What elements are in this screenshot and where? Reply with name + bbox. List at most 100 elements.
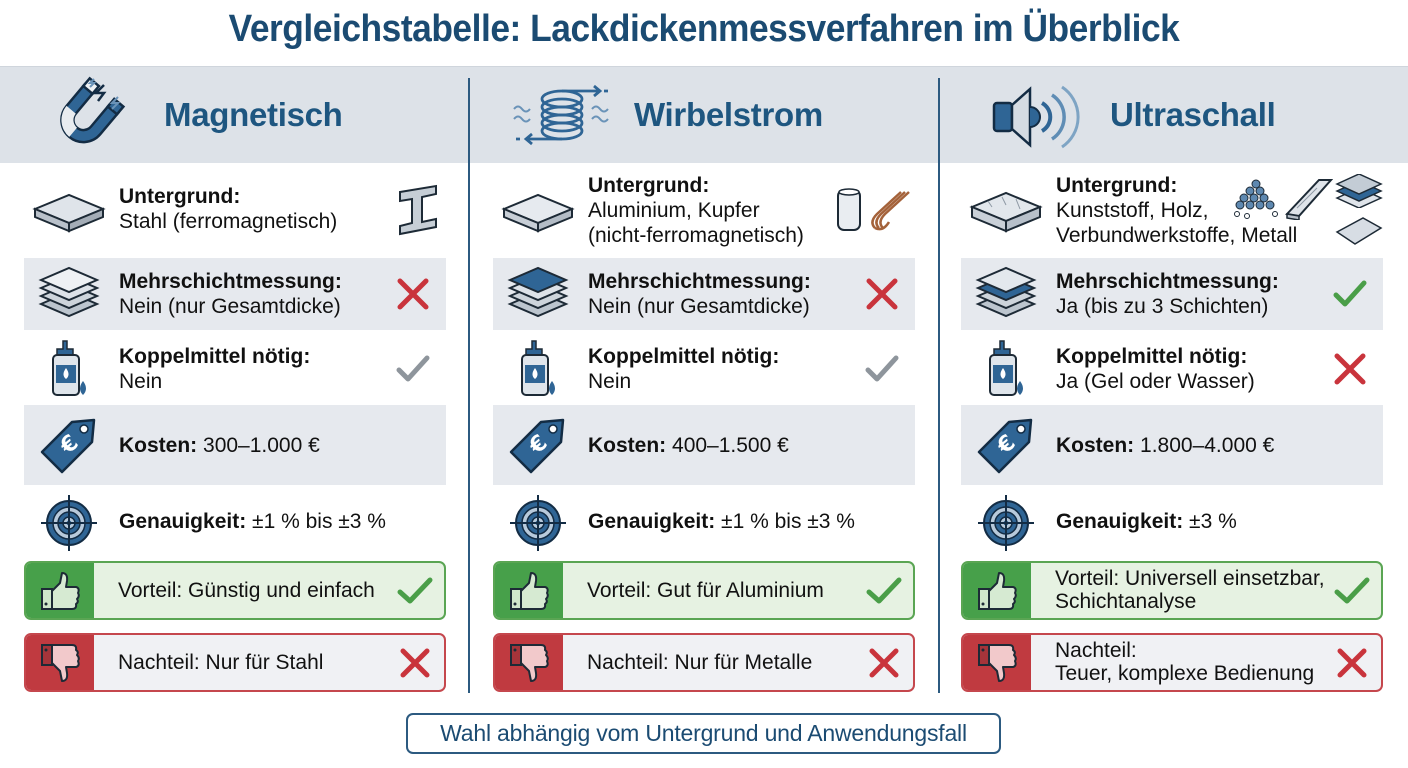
row-multilayer: Mehrschichtmessung: Nein (nur Gesamtdick… [24, 258, 446, 330]
column-header-wirbelstrom: Wirbelstrom [512, 66, 823, 163]
price-tag-icon: € [961, 405, 1051, 485]
row-label: Untergrund: [588, 174, 710, 197]
row-label: Kosten: [1056, 434, 1135, 457]
row-label: Genauigkeit: [588, 510, 716, 533]
couplant-bottle-icon [961, 334, 1051, 404]
page-title: Vergleichstabelle: Lackdickenmessverfahr… [228, 8, 1180, 50]
check-icon [1325, 258, 1375, 330]
disadvantage-box: Nachteil: Teuer, komplexe Bedienung [961, 633, 1383, 692]
copper-coil-icon [871, 191, 910, 231]
row-value: Kunststoff, Holz, [1056, 199, 1209, 222]
row-accuracy: Genauigkeit: ±1 % bis ±3 % [493, 488, 915, 558]
row-value: 400–1.500 € [672, 434, 789, 457]
row-label: Kosten: [119, 434, 198, 457]
thumbs-down-icon [963, 635, 1031, 690]
column-divider [468, 78, 470, 693]
row-value: ±1 % bis ±3 % [721, 510, 855, 533]
column-divider [938, 78, 940, 693]
check-icon [392, 563, 438, 618]
advantage-box: Vorteil: Gut für Aluminium [493, 561, 915, 620]
row-label: Untergrund: [119, 185, 241, 208]
disadvantage-text: Nachteil: Teuer, komplexe Bedienung [1055, 639, 1314, 685]
column-title: Magnetisch [164, 95, 343, 133]
row-substrate: Untergrund: Aluminium, Kupfer (nicht-fer… [493, 170, 915, 252]
row-value: Aluminium, Kupfer [588, 199, 760, 222]
eddy-current-coil-icon [513, 84, 609, 145]
row-multilayer: Mehrschichtmessung: Ja (bis zu 3 Schicht… [961, 258, 1383, 330]
cross-icon [392, 635, 438, 690]
thumbs-down-icon [26, 635, 94, 690]
cross-icon [857, 258, 907, 330]
row-value: Ja (bis zu 3 Schichten) [1056, 295, 1269, 318]
cross-icon [1325, 334, 1375, 404]
row-value: Nein (nur Gesamtdicke) [119, 295, 341, 318]
advantage-box: Vorteil: Günstig und einfach [24, 561, 446, 620]
check-icon [861, 563, 907, 618]
check-icon [388, 334, 438, 404]
header-band [0, 66, 1408, 163]
row-value: 1.800–4.000 € [1140, 434, 1275, 457]
row-cost: € Kosten: 1.800–4.000 € [961, 405, 1383, 485]
substrate-block-icon [961, 170, 1051, 252]
layers-icon [24, 258, 114, 330]
advantage-box: Vorteil: Universell einsetzbar, Schichta… [961, 561, 1383, 620]
disadvantage-text: Nachteil: Nur für Metalle [587, 651, 813, 674]
row-cost: € Kosten: 300–1.000 € [24, 405, 446, 485]
row-value: (nicht-ferromagnetisch) [588, 224, 804, 247]
target-icon [24, 488, 114, 558]
speaker-icon [992, 85, 1080, 148]
row-label: Mehrschichtmessung: [1056, 270, 1279, 293]
advantage-line: Schichtanalyse [1055, 590, 1197, 613]
row-label: Genauigkeit: [1056, 510, 1184, 533]
check-icon [857, 334, 907, 404]
thumbs-up-icon [963, 563, 1031, 618]
thumbs-up-icon [26, 563, 94, 618]
advantage-line: Vorteil: Universell einsetzbar, [1055, 567, 1325, 590]
substrate-material-icons [835, 184, 913, 234]
row-multilayer: Mehrschichtmessung: Nein (nur Gesamtdick… [493, 258, 915, 330]
column-header-magnetisch: Magnetisch [46, 66, 343, 163]
layers-icon [961, 258, 1051, 330]
row-value: 300–1.000 € [203, 434, 320, 457]
disadvantage-line: Teuer, komplexe Bedienung [1055, 662, 1315, 685]
cross-icon [861, 635, 907, 690]
composite-layers-icon [1335, 174, 1383, 208]
row-accuracy: Genauigkeit: ±3 % [961, 488, 1383, 558]
thumbs-up-icon [495, 563, 563, 618]
disadvantage-text: Nachteil: Nur für Stahl [118, 651, 324, 674]
row-label: Kosten: [588, 434, 667, 457]
couplant-bottle-icon [493, 334, 583, 404]
metal-sheet-icon [1335, 217, 1383, 245]
row-label: Mehrschichtmessung: [588, 270, 811, 293]
advantage-text: Vorteil: Günstig und einfach [118, 579, 375, 602]
row-value: Nein (nur Gesamtdicke) [588, 295, 810, 318]
footer-note: Wahl abhängig vom Untergrund und Anwendu… [406, 713, 1001, 754]
row-label: Koppelmittel nötig: [1056, 345, 1248, 368]
disadvantage-line: Nachteil: [1055, 639, 1137, 662]
row-label: Genauigkeit: [119, 510, 247, 533]
wood-plank-icon [1284, 179, 1333, 220]
advantage-text: Vorteil: Universell einsetzbar, Schichta… [1055, 567, 1325, 613]
price-tag-icon: € [493, 405, 583, 485]
substrate-block-icon [24, 170, 114, 252]
row-label: Koppelmittel nötig: [119, 345, 311, 368]
row-label: Mehrschichtmessung: [119, 270, 342, 293]
row-value: Ja (Gel oder Wasser) [1056, 370, 1255, 393]
check-icon [1329, 563, 1375, 618]
row-label: Koppelmittel nötig: [588, 345, 780, 368]
row-value: ±1 % bis ±3 % [252, 510, 386, 533]
target-icon [961, 488, 1051, 558]
row-substrate: Untergrund: Kunststoff, Holz, Verbundwer… [961, 170, 1383, 252]
row-couplant: Koppelmittel nötig: Ja (Gel oder Wasser) [961, 334, 1383, 404]
cross-icon [1329, 635, 1375, 690]
couplant-bottle-icon [24, 334, 114, 404]
row-value: Stahl (ferromagnetisch) [119, 210, 338, 233]
row-value: Nein [588, 370, 632, 393]
row-label: Untergrund: [1056, 174, 1178, 197]
row-value: Nein [119, 370, 163, 393]
magnet-icon [60, 76, 126, 143]
layers-icon [493, 258, 583, 330]
row-value: Verbundwerkstoffe, Metall [1056, 224, 1298, 247]
disadvantage-box: Nachteil: Nur für Stahl [24, 633, 446, 692]
column-title: Ultraschall [1110, 95, 1276, 133]
